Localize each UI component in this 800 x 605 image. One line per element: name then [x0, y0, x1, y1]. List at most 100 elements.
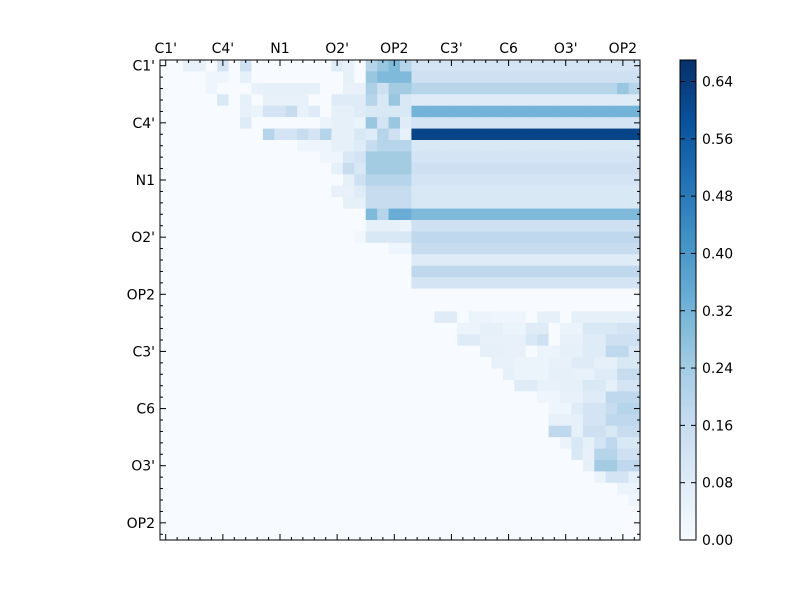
- heatmap-cell: [582, 391, 595, 404]
- heatmap-cell: [480, 128, 492, 141]
- heatmap-cell: [308, 345, 321, 358]
- heatmap-cell: [628, 105, 641, 118]
- heatmap-cell: [205, 460, 218, 472]
- heatmap-cell: [354, 517, 367, 529]
- heatmap-cell: [582, 460, 595, 472]
- heatmap-cell: [365, 277, 378, 289]
- heatmap-cell: [331, 117, 344, 129]
- heatmap-cell: [628, 368, 641, 381]
- heatmap-cell: [628, 71, 641, 84]
- heatmap-cell: [422, 151, 435, 164]
- heatmap-cell: [491, 300, 504, 312]
- heatmap-cell: [422, 105, 435, 118]
- heatmap-cell: [182, 460, 195, 472]
- heatmap-cell: [548, 265, 561, 278]
- heatmap-cell: [514, 288, 527, 301]
- heatmap-cell: [274, 402, 287, 415]
- heatmap-cell: [514, 460, 527, 472]
- heatmap-cell: [262, 162, 275, 175]
- heatmap-cell: [582, 414, 595, 427]
- heatmap-cell: [605, 517, 618, 529]
- heatmap-cell: [502, 197, 515, 209]
- heatmap-cell: [388, 277, 401, 289]
- heatmap-cell: [502, 517, 515, 529]
- heatmap-cell: [262, 357, 275, 369]
- heatmap-cell: [491, 528, 504, 541]
- heatmap-cell: [342, 197, 355, 209]
- heatmap-cell: [274, 197, 287, 209]
- heatmap-cell: [262, 414, 275, 427]
- heatmap-cell: [468, 60, 481, 72]
- heatmap-cell: [491, 402, 504, 415]
- heatmap-cell: [434, 220, 447, 232]
- heatmap-cell: [285, 82, 298, 95]
- heatmap-cell: [457, 265, 469, 278]
- heatmap-cell: [594, 505, 607, 518]
- heatmap-cell: [560, 517, 572, 529]
- heatmap-cell: [228, 208, 241, 221]
- heatmap-cell: [514, 277, 527, 289]
- heatmap-cell: [182, 220, 195, 232]
- heatmap-cell: [308, 460, 321, 472]
- heatmap-cell: [251, 517, 264, 529]
- heatmap-cell: [365, 151, 378, 164]
- heatmap-cell: [217, 242, 229, 255]
- heatmap-cell: [377, 231, 389, 244]
- heatmap-cell: [560, 380, 572, 392]
- heatmap-cell: [457, 254, 469, 267]
- heatmap-cell: [457, 517, 469, 529]
- heatmap-cell: [342, 288, 355, 301]
- heatmap-cell: [285, 391, 298, 404]
- heatmap-cell: [240, 471, 252, 484]
- heatmap-cell: [240, 105, 252, 118]
- heatmap-cell: [365, 82, 378, 95]
- heatmap-cell: [560, 242, 572, 255]
- heatmap-cell: [468, 71, 481, 84]
- heatmap-cell: [628, 494, 641, 507]
- heatmap-cell: [377, 277, 389, 289]
- heatmap-cell: [628, 528, 641, 541]
- heatmap-cell: [217, 197, 229, 209]
- heatmap-cell: [434, 117, 447, 129]
- heatmap-cell: [377, 185, 389, 198]
- heatmap-cell: [537, 322, 549, 335]
- heatmap-cell: [480, 425, 492, 438]
- heatmap-cell: [194, 494, 207, 507]
- heatmap-cell: [308, 368, 321, 381]
- heatmap-cell: [537, 311, 549, 324]
- heatmap-cell: [491, 197, 504, 209]
- heatmap-cell: [514, 334, 527, 347]
- heatmap-cell: [582, 151, 595, 164]
- heatmap-cell: [205, 482, 218, 495]
- heatmap-cell: [422, 242, 435, 255]
- heatmap-cell: [480, 494, 492, 507]
- heatmap-cell: [354, 265, 367, 278]
- heatmap-cell: [297, 208, 309, 221]
- heatmap-cell: [377, 60, 389, 72]
- heatmap-cell: [285, 402, 298, 415]
- heatmap-cell: [331, 425, 344, 438]
- top-tick-label: C6: [499, 41, 518, 57]
- heatmap-cell: [434, 300, 447, 312]
- heatmap-cell: [571, 105, 584, 118]
- heatmap-cell: [365, 517, 378, 529]
- heatmap-cell: [491, 208, 504, 221]
- heatmap-cell: [182, 311, 195, 324]
- heatmap-cell: [262, 322, 275, 335]
- heatmap-cell: [514, 151, 527, 164]
- heatmap-cell: [537, 300, 549, 312]
- heatmap-cell: [628, 94, 641, 107]
- colorbar-tick-label: 0.40: [702, 246, 733, 262]
- heatmap-cell: [605, 140, 618, 152]
- heatmap-cell: [617, 162, 629, 175]
- heatmap-cell: [605, 402, 618, 415]
- heatmap-cell: [354, 162, 367, 175]
- heatmap-cell: [582, 174, 595, 187]
- heatmap-cell: [194, 517, 207, 529]
- heatmap-cell: [514, 448, 527, 461]
- heatmap-cell: [297, 242, 309, 255]
- heatmap-cell: [365, 162, 378, 175]
- heatmap-cell: [388, 482, 401, 495]
- heatmap-cell: [445, 151, 458, 164]
- heatmap-cell: [491, 71, 504, 84]
